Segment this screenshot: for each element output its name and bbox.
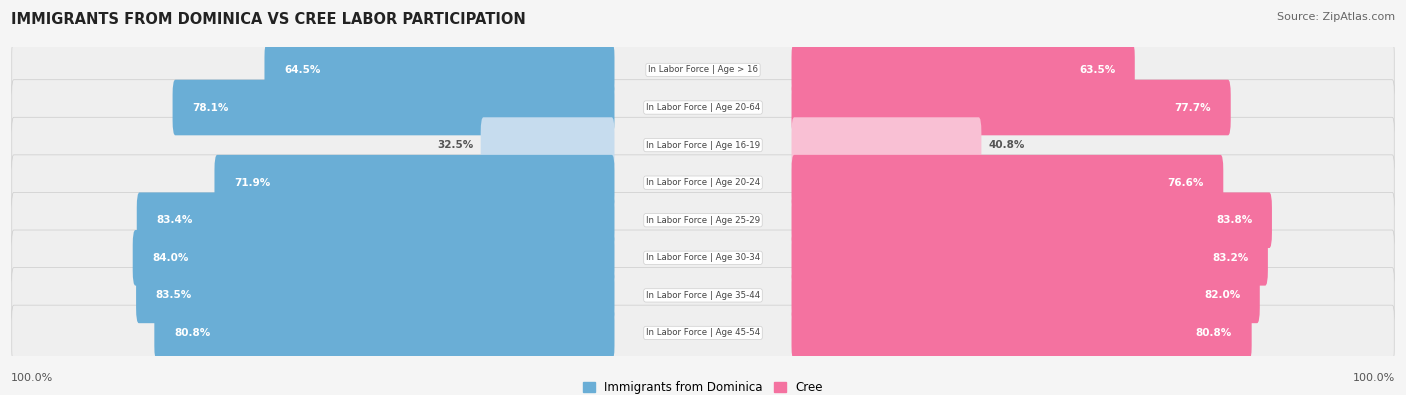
Text: In Labor Force | Age 45-54: In Labor Force | Age 45-54	[645, 329, 761, 337]
Text: In Labor Force | Age 20-24: In Labor Force | Age 20-24	[645, 178, 761, 187]
FancyBboxPatch shape	[215, 155, 614, 211]
FancyBboxPatch shape	[792, 42, 1135, 98]
FancyBboxPatch shape	[11, 80, 1395, 135]
Text: 83.4%: 83.4%	[156, 215, 193, 225]
FancyBboxPatch shape	[155, 305, 614, 361]
FancyBboxPatch shape	[792, 267, 1260, 323]
FancyBboxPatch shape	[11, 117, 1395, 173]
Text: In Labor Force | Age > 16: In Labor Force | Age > 16	[648, 66, 758, 74]
Text: 78.1%: 78.1%	[193, 103, 229, 113]
FancyBboxPatch shape	[792, 80, 1230, 135]
Text: 100.0%: 100.0%	[1353, 373, 1395, 383]
Text: In Labor Force | Age 35-44: In Labor Force | Age 35-44	[645, 291, 761, 300]
FancyBboxPatch shape	[792, 155, 1223, 211]
Text: 80.8%: 80.8%	[1197, 328, 1232, 338]
Text: 84.0%: 84.0%	[152, 253, 188, 263]
Text: 83.8%: 83.8%	[1216, 215, 1253, 225]
Text: 76.6%: 76.6%	[1167, 178, 1204, 188]
Text: 77.7%: 77.7%	[1174, 103, 1211, 113]
Legend: Immigrants from Dominica, Cree: Immigrants from Dominica, Cree	[578, 376, 828, 395]
FancyBboxPatch shape	[792, 192, 1272, 248]
FancyBboxPatch shape	[481, 117, 614, 173]
Text: In Labor Force | Age 25-29: In Labor Force | Age 25-29	[645, 216, 761, 225]
FancyBboxPatch shape	[264, 42, 614, 98]
Text: Source: ZipAtlas.com: Source: ZipAtlas.com	[1277, 12, 1395, 22]
Text: 82.0%: 82.0%	[1204, 290, 1240, 300]
FancyBboxPatch shape	[173, 80, 614, 135]
FancyBboxPatch shape	[792, 230, 1268, 286]
Text: 80.8%: 80.8%	[174, 328, 209, 338]
FancyBboxPatch shape	[132, 230, 614, 286]
FancyBboxPatch shape	[11, 192, 1395, 248]
Text: 64.5%: 64.5%	[284, 65, 321, 75]
Text: 83.2%: 83.2%	[1212, 253, 1249, 263]
Text: 40.8%: 40.8%	[988, 140, 1025, 150]
FancyBboxPatch shape	[11, 42, 1395, 98]
FancyBboxPatch shape	[136, 267, 614, 323]
FancyBboxPatch shape	[11, 267, 1395, 323]
Text: 32.5%: 32.5%	[437, 140, 474, 150]
FancyBboxPatch shape	[792, 305, 1251, 361]
FancyBboxPatch shape	[792, 117, 981, 173]
Text: In Labor Force | Age 20-64: In Labor Force | Age 20-64	[645, 103, 761, 112]
FancyBboxPatch shape	[11, 155, 1395, 211]
FancyBboxPatch shape	[11, 305, 1395, 361]
Text: 100.0%: 100.0%	[11, 373, 53, 383]
Text: 71.9%: 71.9%	[233, 178, 270, 188]
Text: IMMIGRANTS FROM DOMINICA VS CREE LABOR PARTICIPATION: IMMIGRANTS FROM DOMINICA VS CREE LABOR P…	[11, 12, 526, 27]
Text: In Labor Force | Age 30-34: In Labor Force | Age 30-34	[645, 253, 761, 262]
Text: In Labor Force | Age 16-19: In Labor Force | Age 16-19	[645, 141, 761, 150]
Text: 83.5%: 83.5%	[156, 290, 193, 300]
FancyBboxPatch shape	[136, 192, 614, 248]
Text: 63.5%: 63.5%	[1078, 65, 1115, 75]
FancyBboxPatch shape	[11, 230, 1395, 286]
